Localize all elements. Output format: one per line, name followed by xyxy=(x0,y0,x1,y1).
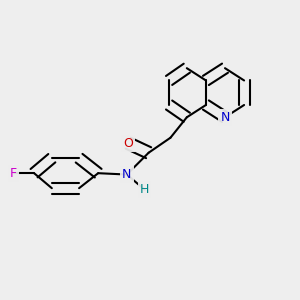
Text: H: H xyxy=(140,183,149,196)
Text: N: N xyxy=(122,168,131,181)
Text: N: N xyxy=(220,111,230,124)
Text: O: O xyxy=(123,137,133,150)
Text: F: F xyxy=(10,167,17,180)
